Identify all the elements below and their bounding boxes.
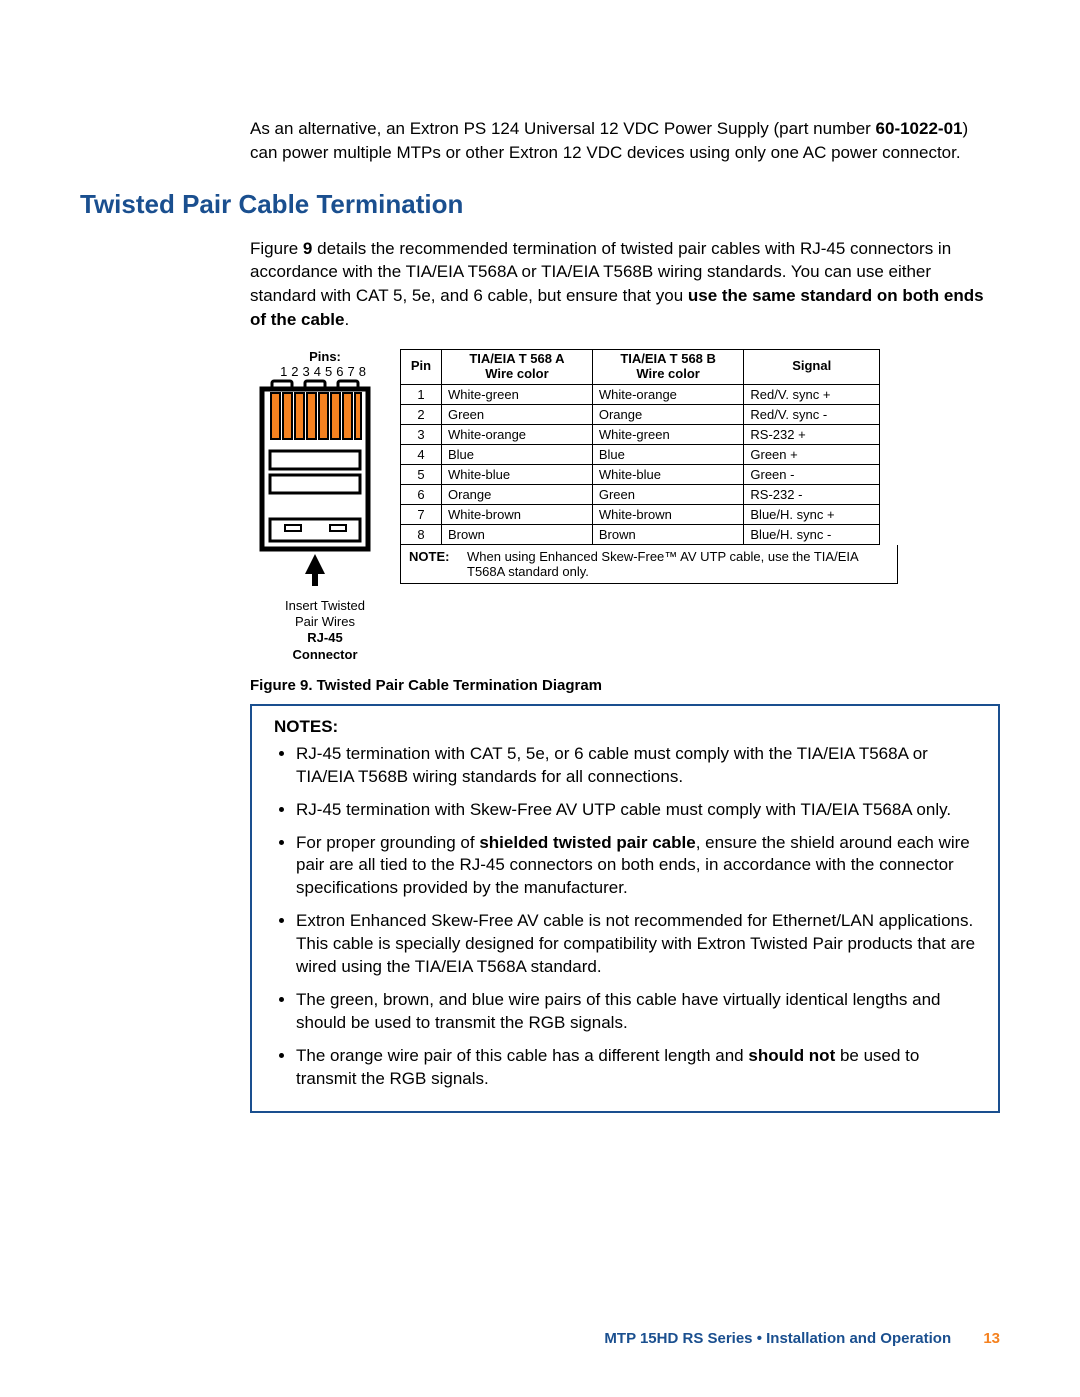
cell-signal: Red/V. sync + bbox=[744, 384, 880, 404]
table-row: 3White-orangeWhite-greenRS-232 + bbox=[401, 424, 880, 444]
cell-a: White-brown bbox=[442, 504, 593, 524]
figure-caption: Figure 9. Twisted Pair Cable Termination… bbox=[250, 677, 1000, 694]
cell-signal: Red/V. sync - bbox=[744, 404, 880, 424]
cell-pin: 4 bbox=[401, 444, 442, 464]
cell-b: White-orange bbox=[592, 384, 744, 404]
page: As an alternative, an Extron PS 124 Univ… bbox=[0, 0, 1080, 1397]
list-item: RJ-45 termination with Skew-Free AV UTP … bbox=[296, 799, 976, 822]
cell-pin: 6 bbox=[401, 484, 442, 504]
caption-line4: Connector bbox=[293, 647, 358, 662]
cell-pin: 2 bbox=[401, 404, 442, 424]
pinout-tbody: 1White-greenWhite-orangeRed/V. sync +2Gr… bbox=[401, 384, 880, 544]
pins-numbers: 12345678 bbox=[250, 364, 400, 379]
para1-end: . bbox=[344, 310, 349, 329]
intro-paragraph: As an alternative, an Extron PS 124 Univ… bbox=[250, 117, 1000, 165]
table-row: 5White-blueWhite-blueGreen - bbox=[401, 464, 880, 484]
diagram-row: Pins: 12345678 bbox=[250, 349, 1000, 663]
table-row: 7White-brownWhite-brownBlue/H. sync + bbox=[401, 504, 880, 524]
rj45-connector-icon bbox=[250, 379, 380, 589]
cell-b: White-brown bbox=[592, 504, 744, 524]
cell-signal: RS-232 - bbox=[744, 484, 880, 504]
list-item: Extron Enhanced Skew-Free AV cable is no… bbox=[296, 910, 976, 979]
cell-pin: 8 bbox=[401, 524, 442, 544]
pins-label: Pins: bbox=[250, 349, 400, 364]
notes-list: RJ-45 termination with CAT 5, 5e, or 6 c… bbox=[274, 743, 976, 1091]
table-row: 2GreenOrangeRed/V. sync - bbox=[401, 404, 880, 424]
list-item: RJ-45 termination with CAT 5, 5e, or 6 c… bbox=[296, 743, 976, 789]
section-heading: Twisted Pair Cable Termination bbox=[80, 189, 1000, 220]
cell-pin: 1 bbox=[401, 384, 442, 404]
cell-a: Green bbox=[442, 404, 593, 424]
cell-signal: Blue/H. sync + bbox=[744, 504, 880, 524]
cell-b: Brown bbox=[592, 524, 744, 544]
cell-a: Brown bbox=[442, 524, 593, 544]
th-pin: Pin bbox=[401, 349, 442, 384]
caption-line2: Pair Wires bbox=[295, 614, 355, 629]
cell-a: White-orange bbox=[442, 424, 593, 444]
cell-pin: 5 bbox=[401, 464, 442, 484]
cell-a: White-blue bbox=[442, 464, 593, 484]
para1-fignum: 9 bbox=[303, 239, 312, 258]
notes-box: NOTES: RJ-45 termination with CAT 5, 5e,… bbox=[250, 704, 1000, 1113]
connector-column: Pins: 12345678 bbox=[250, 349, 400, 663]
table-row: 1White-greenWhite-orangeRed/V. sync + bbox=[401, 384, 880, 404]
list-item: For proper grounding of shielded twisted… bbox=[296, 832, 976, 901]
cell-b: Green bbox=[592, 484, 744, 504]
page-footer: MTP 15HD RS Series • Installation and Op… bbox=[604, 1330, 1000, 1347]
list-item: The orange wire pair of this cable has a… bbox=[296, 1045, 976, 1091]
footer-text: MTP 15HD RS Series • Installation and Op… bbox=[604, 1330, 951, 1347]
cell-a: Orange bbox=[442, 484, 593, 504]
para1-pre: Figure bbox=[250, 239, 303, 258]
caption-line1: Insert Twisted bbox=[285, 598, 365, 613]
th-signal: Signal bbox=[744, 349, 880, 384]
table-row: 8BrownBrownBlue/H. sync - bbox=[401, 524, 880, 544]
th-a: TIA/EIA T 568 A Wire color bbox=[442, 349, 593, 384]
pinout-table-column: Pin TIA/EIA T 568 A Wire color TIA/EIA T… bbox=[400, 349, 1000, 584]
cell-a: White-green bbox=[442, 384, 593, 404]
cell-a: Blue bbox=[442, 444, 593, 464]
table-row: 4BlueBlueGreen + bbox=[401, 444, 880, 464]
th-b: TIA/EIA T 568 B Wire color bbox=[592, 349, 744, 384]
cell-b: White-blue bbox=[592, 464, 744, 484]
cell-signal: Blue/H. sync - bbox=[744, 524, 880, 544]
intro-pre: As an alternative, an Extron PS 124 Univ… bbox=[250, 119, 876, 138]
list-item: The green, brown, and blue wire pairs of… bbox=[296, 989, 976, 1035]
table-row: 6OrangeGreenRS-232 - bbox=[401, 484, 880, 504]
termination-paragraph: Figure 9 details the recommended termina… bbox=[250, 237, 1000, 332]
cell-b: Orange bbox=[592, 404, 744, 424]
cell-pin: 3 bbox=[401, 424, 442, 444]
table-note-label: NOTE: bbox=[409, 549, 455, 579]
table-note: NOTE: When using Enhanced Skew-Free™ AV … bbox=[400, 545, 898, 584]
connector-caption: Insert Twisted Pair Wires RJ-45 Connecto… bbox=[250, 598, 400, 663]
cell-b: White-green bbox=[592, 424, 744, 444]
notes-heading: NOTES: bbox=[274, 716, 976, 739]
cell-pin: 7 bbox=[401, 504, 442, 524]
cell-signal: RS-232 + bbox=[744, 424, 880, 444]
caption-line3: RJ-45 bbox=[307, 630, 342, 645]
cell-b: Blue bbox=[592, 444, 744, 464]
table-note-text: When using Enhanced Skew-Free™ AV UTP ca… bbox=[467, 549, 889, 579]
cell-signal: Green - bbox=[744, 464, 880, 484]
pinout-table: Pin TIA/EIA T 568 A Wire color TIA/EIA T… bbox=[400, 349, 880, 545]
intro-partnum: 60-1022-01 bbox=[876, 119, 963, 138]
footer-page-number: 13 bbox=[983, 1330, 1000, 1347]
cell-signal: Green + bbox=[744, 444, 880, 464]
